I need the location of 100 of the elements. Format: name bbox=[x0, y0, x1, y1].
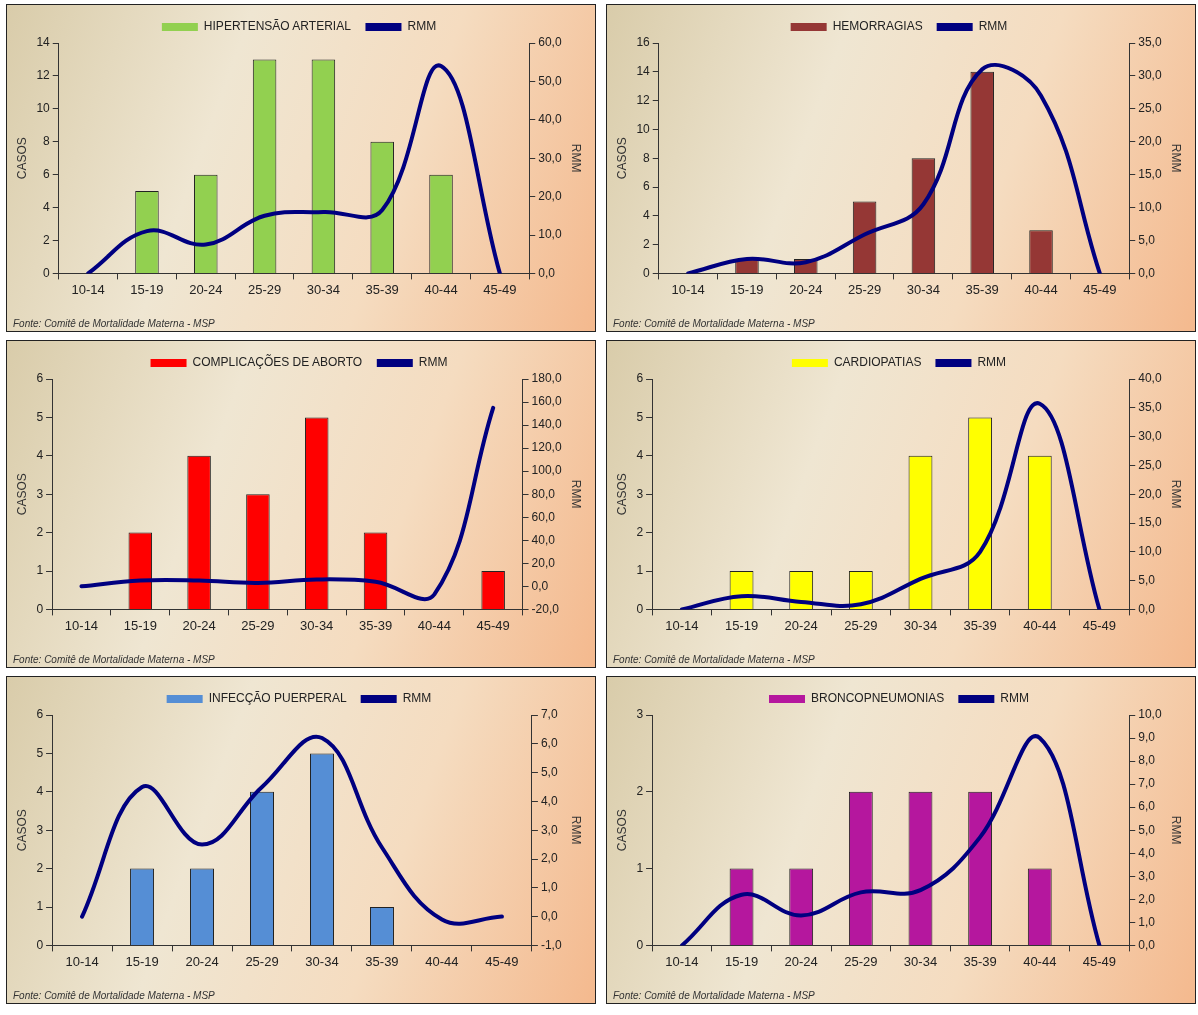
y2-tick-label: -1,0 bbox=[540, 937, 562, 952]
y2-tick-label: 50,0 bbox=[538, 73, 562, 88]
y2-tick-label: 3,0 bbox=[1138, 868, 1156, 883]
y-tick-label: 0 bbox=[36, 601, 44, 616]
x-tick-label: 15-19 bbox=[125, 953, 159, 969]
x-tick-label: 40-44 bbox=[424, 281, 458, 297]
y2-tick-label: 2,0 bbox=[540, 851, 558, 866]
y-tick-label: 3 bbox=[636, 486, 644, 501]
y2-tick-label: 4,0 bbox=[540, 793, 558, 808]
line-series bbox=[679, 401, 1102, 610]
x-tick-label: 25-29 bbox=[844, 953, 878, 969]
y-tick-label: 6 bbox=[43, 166, 51, 181]
x-tick-label: 40-44 bbox=[1023, 953, 1057, 969]
x-tick-label: 35-39 bbox=[365, 953, 399, 969]
x-tick-label: 35-39 bbox=[358, 617, 393, 633]
y-axis-title: CASOS bbox=[14, 809, 29, 852]
y2-tick-label: 80,0 bbox=[531, 486, 556, 501]
y2-tick-label: 25,0 bbox=[1138, 101, 1162, 116]
x-tick-label: 30-34 bbox=[305, 953, 339, 969]
x-tick-label: 20-24 bbox=[185, 953, 219, 969]
y2-axis-title: RMM bbox=[1169, 815, 1184, 845]
y2-tick-label: 20,0 bbox=[538, 188, 562, 203]
x-tick-label: 25-29 bbox=[247, 281, 282, 297]
y2-tick-label: 6,0 bbox=[1138, 799, 1156, 814]
y-tick-label: 3 bbox=[36, 822, 44, 837]
y2-tick-label: 10,0 bbox=[1138, 199, 1162, 214]
legend-label: RMM bbox=[402, 691, 432, 706]
y2-axis-title: RMM bbox=[569, 479, 584, 509]
y-tick-label: 6 bbox=[636, 371, 644, 386]
line-series bbox=[86, 63, 502, 274]
y2-tick-label: 20,0 bbox=[1138, 134, 1162, 149]
y-tick-label: 6 bbox=[36, 371, 44, 386]
x-tick-label: 10-14 bbox=[671, 281, 705, 297]
y2-tick-label: 160,0 bbox=[531, 394, 562, 409]
y-tick-label: 8 bbox=[43, 134, 51, 149]
y-tick-label: 0 bbox=[643, 265, 651, 280]
y2-axis-title: RMM bbox=[569, 143, 584, 173]
y2-tick-label: 0,0 bbox=[1138, 937, 1156, 952]
y2-tick-label: 5,0 bbox=[1138, 822, 1156, 837]
x-tick-label: 20-24 bbox=[789, 281, 823, 297]
y2-tick-label: 20,0 bbox=[1138, 486, 1162, 501]
y2-tick-label: 0,0 bbox=[1138, 265, 1156, 280]
y2-tick-label: 10,0 bbox=[1138, 544, 1162, 559]
y-tick-label: 0 bbox=[43, 265, 51, 280]
x-tick-label: 35-39 bbox=[965, 281, 999, 297]
y-tick-label: 2 bbox=[36, 860, 44, 875]
y2-tick-label: 40,0 bbox=[1138, 371, 1162, 386]
x-tick-label: 40-44 bbox=[1023, 617, 1057, 633]
y-tick-label: 8 bbox=[643, 150, 651, 165]
y-tick-label: 0 bbox=[636, 937, 644, 952]
y2-tick-label: -20,0 bbox=[531, 601, 560, 616]
line-series bbox=[679, 735, 1102, 946]
x-tick-label: 35-39 bbox=[963, 953, 997, 969]
y-tick-label: 3 bbox=[36, 486, 44, 501]
x-tick-label: 45-49 bbox=[485, 953, 519, 969]
y2-tick-label: 4,0 bbox=[1138, 845, 1156, 860]
y-tick-label: 4 bbox=[43, 199, 51, 214]
legend-label: INFECÇÃO PUERPERAL bbox=[208, 691, 348, 706]
y-tick-label: 2 bbox=[636, 524, 644, 539]
y-tick-label: 2 bbox=[43, 232, 51, 247]
y2-tick-label: 20,0 bbox=[531, 555, 556, 570]
x-tick-label: 20-24 bbox=[189, 281, 223, 297]
legend-label: CARDIOPATIAS bbox=[833, 355, 922, 370]
y-tick-label: 5 bbox=[636, 409, 644, 424]
y-tick-label: 16 bbox=[636, 35, 651, 50]
y2-tick-label: 1,0 bbox=[540, 880, 558, 895]
y2-tick-label: 10,0 bbox=[1138, 707, 1162, 722]
legend-label: RMM bbox=[1000, 691, 1030, 706]
x-tick-label: 10-14 bbox=[71, 281, 105, 297]
y-tick-label: 4 bbox=[636, 448, 644, 463]
x-tick-label: 30-34 bbox=[903, 617, 938, 633]
legend-label: COMPLICAÇÕES DE ABORTO bbox=[192, 354, 363, 370]
y-axis-title: CASOS bbox=[14, 137, 29, 180]
y-axis-title: CASOS bbox=[614, 473, 629, 516]
x-tick-label: 35-39 bbox=[365, 281, 399, 297]
x-tick-label: 30-34 bbox=[903, 953, 938, 969]
x-tick-label: 20-24 bbox=[784, 617, 818, 633]
x-tick-label: 30-34 bbox=[906, 281, 941, 297]
y2-tick-label: 15,0 bbox=[1138, 166, 1162, 181]
source-note: Fonte: Comitê de Mortalidade Materna - MSP bbox=[613, 990, 815, 1001]
y-tick-label: 5 bbox=[36, 745, 44, 760]
x-tick-label: 20-24 bbox=[784, 953, 818, 969]
y-tick-label: 3 bbox=[636, 707, 644, 722]
y-tick-label: 0 bbox=[636, 601, 644, 616]
y2-axis-title: RMM bbox=[1169, 479, 1184, 509]
legend-label: RMM bbox=[407, 19, 437, 34]
x-tick-label: 30-34 bbox=[300, 617, 334, 633]
y2-tick-label: 10,0 bbox=[538, 227, 562, 242]
source-note: Fonte: Comitê de Mortalidade Materna - MSP bbox=[13, 990, 215, 1001]
source-note: Fonte: Comitê de Mortalidade Materna - MSP bbox=[13, 318, 215, 329]
y-tick-label: 2 bbox=[636, 784, 644, 799]
y2-axis-title: RMM bbox=[1169, 143, 1184, 173]
x-tick-label: 45-49 bbox=[1083, 281, 1117, 297]
y-tick-label: 1 bbox=[36, 563, 44, 578]
y2-tick-label: 30,0 bbox=[1138, 68, 1162, 83]
y2-tick-label: 40,0 bbox=[531, 532, 556, 547]
y-tick-label: 14 bbox=[636, 64, 651, 79]
y-tick-label: 5 bbox=[36, 409, 44, 424]
y-tick-label: 0 bbox=[36, 937, 44, 952]
y2-tick-label: 7,0 bbox=[540, 707, 558, 722]
